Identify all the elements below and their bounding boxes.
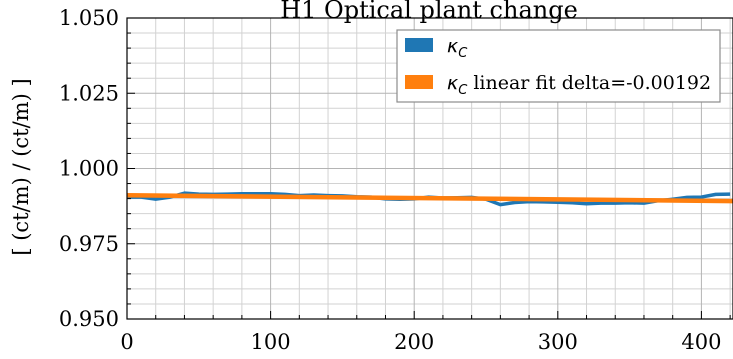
y-tick-label: 1.025 [59,81,119,105]
y-tick-label: 1.050 [59,6,119,30]
y-tick-label: 1.000 [59,157,119,181]
legend-symbol: κ [447,72,459,94]
y-tick-label: 0.950 [59,307,119,331]
series-layer [126,191,733,207]
x-tick-label: 200 [394,330,434,354]
legend-label: κC [447,35,468,61]
x-tick-label: 400 [681,330,721,354]
chart-title: H1 Optical plant change [280,0,578,24]
tick-labels: 0 100 200 300 400 0.950 0.975 1.000 1.025 1.050 [59,6,722,354]
legend-suffix: linear fit delta=-0.00192 [467,72,711,94]
legend-symbol: κ [447,35,459,57]
x-tick-label: 100 [251,330,291,354]
y-tick-label: 0.975 [59,232,119,256]
legend-swatch [405,75,433,89]
legend-subscript: C [458,46,468,61]
x-tick-label: 300 [538,330,578,354]
legend-box [396,29,721,103]
legend-swatch [405,38,433,52]
x-tick-label: 0 [120,330,133,354]
axis-ticks [126,17,731,320]
series-fit-line [126,193,733,204]
y-axis-label: [ (ct/m) / (ct/m) ] [9,78,33,255]
legend-label: κC linear fit delta=-0.00192 [447,72,711,98]
legend-subscript: C [458,83,468,98]
